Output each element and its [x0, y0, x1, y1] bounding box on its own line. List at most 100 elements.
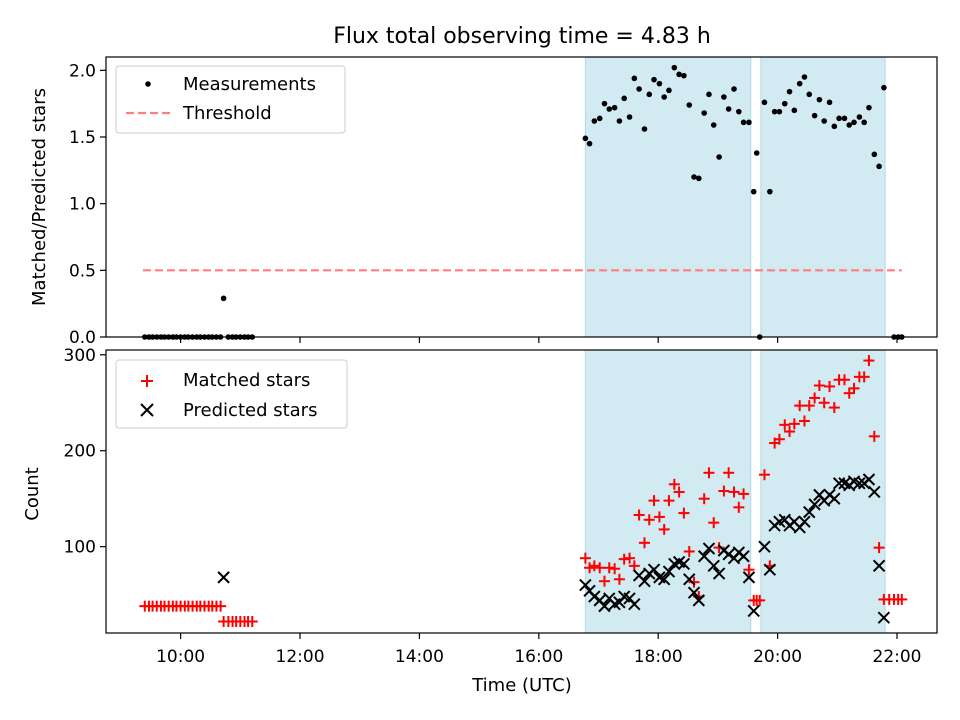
matched-star-point	[723, 467, 735, 479]
top-x-ticks	[180, 337, 898, 343]
matched-star-point	[643, 514, 655, 526]
bottom-y-tick-label: 300	[64, 346, 96, 366]
bottom-axes-frame	[105, 349, 938, 634]
measurement-point	[696, 175, 702, 182]
measurement-point	[740, 119, 747, 126]
matched-star-point	[863, 355, 875, 367]
top-shaded-interval-0	[584, 56, 752, 338]
predicted-star-point	[803, 505, 816, 519]
measurement-point	[706, 91, 712, 98]
measurement-point	[636, 86, 642, 92]
matched-star-point	[798, 415, 810, 427]
measurement-point	[676, 71, 682, 78]
measurement-point	[646, 91, 653, 98]
measurement-point	[586, 140, 593, 147]
matched-star-point	[609, 563, 621, 575]
predicted-star-point	[758, 540, 771, 553]
matched-star-point	[784, 426, 796, 438]
predicted-star-point	[707, 559, 720, 573]
matched-star-point	[858, 371, 870, 383]
matched-star-point	[803, 400, 815, 412]
matched-star-point	[713, 542, 725, 554]
measurement-point	[786, 88, 793, 95]
matched-star-point	[733, 501, 745, 513]
bottom-legend: Matched stars Predicted stars	[115, 359, 348, 429]
matched-star-point	[779, 419, 791, 431]
legend-matched-label: Matched stars	[183, 370, 310, 391]
measurement-point	[716, 154, 722, 160]
matched-star-point	[673, 486, 685, 498]
matched-star-point	[873, 542, 885, 554]
predicted-star-point	[588, 590, 601, 603]
top-y-tick-label: 0.5	[69, 261, 96, 281]
matched-star-point	[743, 564, 755, 576]
measurement-point	[671, 64, 678, 71]
measurement-point	[631, 75, 638, 82]
measurement-point	[767, 188, 773, 195]
measurement-point	[841, 115, 848, 122]
measurement-point	[701, 110, 707, 116]
predicted-star-point	[687, 586, 701, 599]
measurement-point	[866, 104, 872, 111]
matched-star-point	[668, 478, 680, 490]
measurement-point	[861, 119, 867, 126]
top-legend: Measurements Threshold	[115, 65, 346, 134]
measurement-point	[776, 108, 783, 115]
measurement-point	[816, 96, 823, 103]
matched-star-point	[678, 507, 690, 519]
measurement-point	[856, 114, 863, 120]
top-y-ticks: 0.0 0.5 1.0 1.5 2.0	[69, 61, 106, 348]
measurement-point	[606, 106, 613, 112]
measurement-point	[736, 108, 742, 115]
top-shaded-intervals	[584, 56, 886, 338]
predicted-star-point	[712, 567, 726, 580]
matched-star-point	[708, 517, 720, 529]
x-tick-label: 20:00	[753, 647, 802, 667]
measurement-point	[761, 99, 768, 106]
measurement-point	[601, 100, 608, 107]
matched-star-point	[868, 430, 880, 442]
matched-star-point	[828, 402, 840, 414]
predicted-star-point	[683, 573, 696, 586]
bottom-y-ticks: 100 200 300	[64, 346, 106, 558]
predicted-star-point	[598, 599, 611, 613]
matched-star-point	[703, 467, 715, 479]
matched-star-point	[688, 576, 700, 588]
measurement-point	[753, 150, 760, 156]
measurement-point	[731, 86, 737, 92]
measurement-point	[691, 174, 697, 180]
measurement-point	[881, 84, 887, 91]
predicted-star-point	[217, 571, 230, 584]
measurement-point	[781, 100, 788, 107]
predicted-star-point	[647, 563, 661, 576]
x-tick-label: 12:00	[276, 647, 325, 667]
measurement-point	[821, 118, 827, 124]
measurement-point	[791, 107, 798, 114]
legend-matched-marker	[141, 375, 153, 387]
matched-star-point	[579, 552, 591, 564]
predicted-stars-series	[217, 473, 891, 624]
bottom-panel: 100 200 300 10:00 12:00 14:00 16:00 18:00 20:00…	[22, 346, 938, 696]
x-axis-label: Time (UTC)	[471, 675, 572, 696]
matched-star-point	[758, 469, 770, 481]
measurement-point	[796, 80, 803, 87]
measurement-point	[826, 99, 833, 106]
measurement-point	[626, 114, 633, 120]
measurement-point	[661, 94, 667, 100]
matched-star-point	[246, 615, 258, 627]
measurement-point	[836, 115, 842, 122]
predicted-star-point	[747, 604, 760, 618]
matched-star-point	[653, 511, 665, 523]
matched-star-point	[728, 486, 740, 498]
top-y-tick-label: 1.0	[69, 195, 96, 215]
predicted-star-point	[862, 473, 876, 486]
matched-star-point	[633, 509, 645, 521]
bottom-y-tick-label: 100	[64, 538, 96, 558]
top-y-axis-label: Matched/Predicted stars	[29, 88, 50, 306]
measurement-point	[851, 119, 857, 126]
predicted-star-point	[872, 559, 886, 573]
legend-threshold-label: Threshold	[182, 103, 272, 124]
predicted-star-point	[628, 598, 641, 611]
predicted-star-point	[853, 477, 866, 490]
top-legend-box	[115, 65, 346, 134]
